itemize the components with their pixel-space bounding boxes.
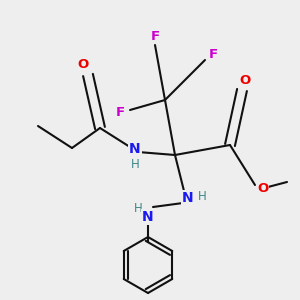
Text: H: H (130, 158, 140, 172)
Text: H: H (134, 202, 142, 215)
Text: F: F (116, 106, 124, 119)
Text: O: O (257, 182, 268, 194)
Text: H: H (198, 190, 206, 203)
Text: F: F (150, 31, 160, 44)
Text: N: N (182, 191, 194, 205)
Text: F: F (208, 49, 217, 62)
Text: O: O (239, 74, 250, 86)
Text: O: O (77, 58, 88, 71)
Text: N: N (142, 210, 154, 224)
Text: N: N (129, 142, 141, 156)
